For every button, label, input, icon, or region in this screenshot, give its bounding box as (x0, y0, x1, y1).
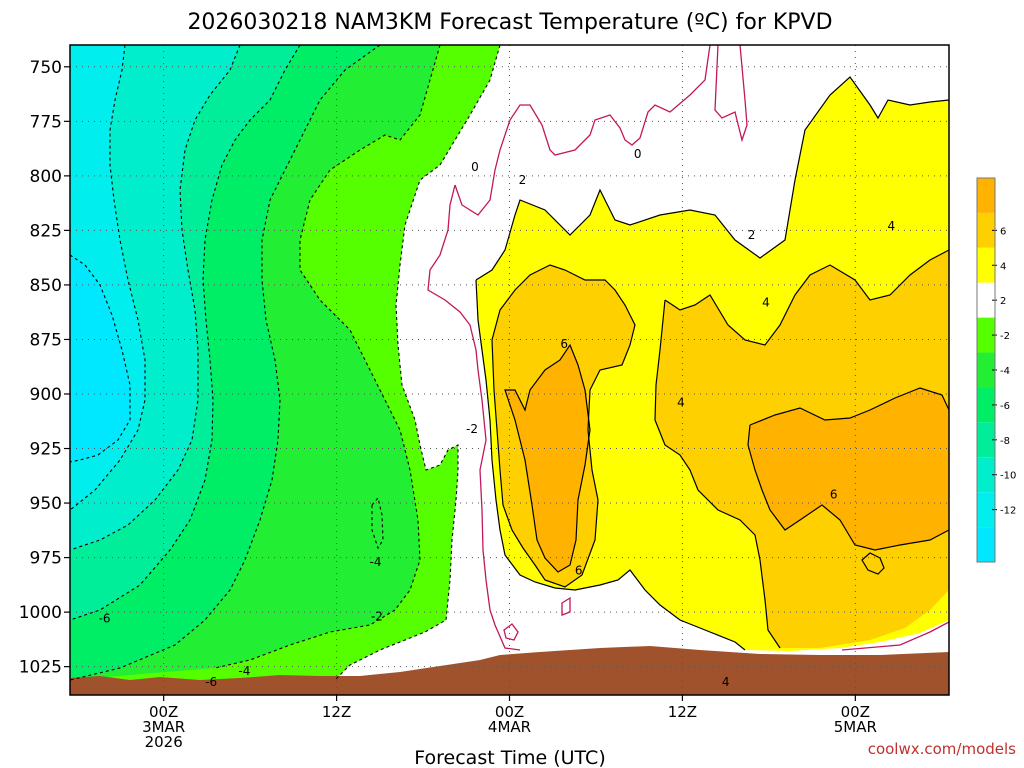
y-tick-label: 875 (30, 330, 62, 350)
contour-minus2 (334, 45, 501, 681)
x-axis-label: Forecast Time (UTC) (414, 747, 605, 768)
colorbar-label: -6 (1000, 401, 1010, 412)
contour-0-main (427, 184, 521, 651)
contour-label: -4 (238, 664, 250, 678)
contour-label: 0 (634, 147, 642, 161)
colorbar-label: -12 (1000, 506, 1016, 517)
contour-labels: 0 0 2 2 4 4 4 4 6 6 6 -2 -2 -4 -4 -6 -6 (99, 147, 896, 689)
contour-label: 6 (830, 487, 838, 501)
contour-6-left (504, 343, 591, 573)
colorbar-label: -4 (1000, 366, 1010, 377)
contour-0-loop (714, 45, 748, 143)
contour-minus8 (70, 45, 301, 621)
credit-text: coolwx.com/models (868, 740, 1016, 758)
contour-minus6 (70, 45, 381, 681)
contour-2 (475, 76, 949, 651)
colorbar-bin (977, 178, 995, 213)
contour-label: 6 (575, 564, 583, 578)
x-tick-label: 2026 (145, 733, 183, 751)
contour-6-small (861, 552, 885, 575)
x-tick-label: 12Z (322, 703, 351, 721)
x-tick-label: 3MAR (142, 718, 185, 736)
contour-label: -2 (466, 422, 478, 436)
contour-label: -6 (205, 675, 217, 689)
colorbar-label: 6 (1000, 226, 1006, 237)
colorbar-bin (977, 352, 995, 388)
band-cold-minus14 (70, 255, 130, 462)
y-tick-label: 975 (30, 549, 62, 569)
terrain-ground (70, 646, 949, 695)
contour-0-blip (561, 596, 571, 616)
contour-label: -2 (371, 609, 383, 623)
contour-label: -4 (370, 555, 382, 569)
y-tick-label: 950 (30, 494, 62, 514)
contour-lines-cold (70, 45, 501, 681)
colorbar-label: 2 (1000, 296, 1006, 307)
contour-0-small (503, 623, 519, 641)
y-tick-label: 925 (30, 440, 62, 460)
colorbar-label: 4 (1000, 261, 1006, 272)
y-tick-label: 1000 (19, 603, 62, 623)
y-tick-label: 1025 (19, 658, 62, 678)
y-tick-label: 750 (30, 58, 62, 78)
colorbar-bin (977, 457, 995, 493)
contour-minus10 (70, 45, 241, 551)
contour-label: 0 (471, 160, 479, 174)
y-tick-label: 775 (30, 112, 62, 132)
plot-fill-layer (70, 45, 949, 695)
contour-label: 2 (519, 173, 527, 187)
colorbar-label: -8 (1000, 436, 1010, 447)
contour-lines-warm (475, 76, 949, 651)
y-tick-label: 800 (30, 167, 62, 187)
contour-4-right (654, 249, 949, 649)
contour-0-ground (841, 621, 949, 651)
contour-4-left (491, 264, 636, 588)
y-tick-label: 900 (30, 385, 62, 405)
contour-0-upper (454, 45, 711, 216)
colorbar: 6 4 2 -2 -4 -6 -8 -10 -12 (976, 177, 1016, 563)
colorbar-bin (977, 317, 995, 353)
x-tick-label: 4MAR (488, 718, 531, 736)
colorbar-frame (976, 177, 996, 563)
colorbar-bin (977, 387, 995, 423)
contour-lines-zero (427, 45, 949, 651)
colorbar-bin (977, 247, 995, 283)
contour-label: 4 (722, 675, 730, 689)
x-tick-label: 00Z (149, 703, 178, 721)
contour-label: 4 (888, 219, 896, 233)
x-tick-label: 12Z (668, 703, 697, 721)
band-warm-6-right (748, 388, 949, 550)
contour-label: 4 (762, 295, 770, 309)
contour-6-right (747, 387, 949, 551)
colorbar-bin (977, 492, 995, 528)
contour-label: 2 (748, 228, 756, 242)
colorbar-bin (977, 282, 995, 318)
colorbar-label: -10 (1000, 471, 1016, 482)
colorbar-bin (977, 212, 995, 248)
y-tick-label: 850 (30, 276, 62, 296)
contour-label: 4 (677, 396, 685, 410)
colorbar-bin (977, 422, 995, 458)
contour-minus4-island (371, 496, 384, 550)
chart-title: 2026030218 NAM3KM Forecast Temperature (… (187, 10, 832, 35)
y-axis: 750 775 800 825 850 875 900 925 950 975 1000 1025 (19, 58, 70, 678)
y-tick-label: 825 (30, 221, 62, 241)
x-tick-label: 00Z (841, 703, 870, 721)
contour-minus12 (70, 45, 146, 511)
contour-label: -6 (99, 612, 111, 626)
colorbar-bin (977, 527, 995, 562)
x-tick-label: 00Z (495, 703, 524, 721)
contour-label: 6 (560, 337, 568, 351)
colorbar-label: -2 (1000, 331, 1010, 342)
contour-minus4 (214, 45, 441, 669)
x-tick-label: 5MAR (834, 718, 877, 736)
band-warm-6-left (505, 345, 590, 572)
